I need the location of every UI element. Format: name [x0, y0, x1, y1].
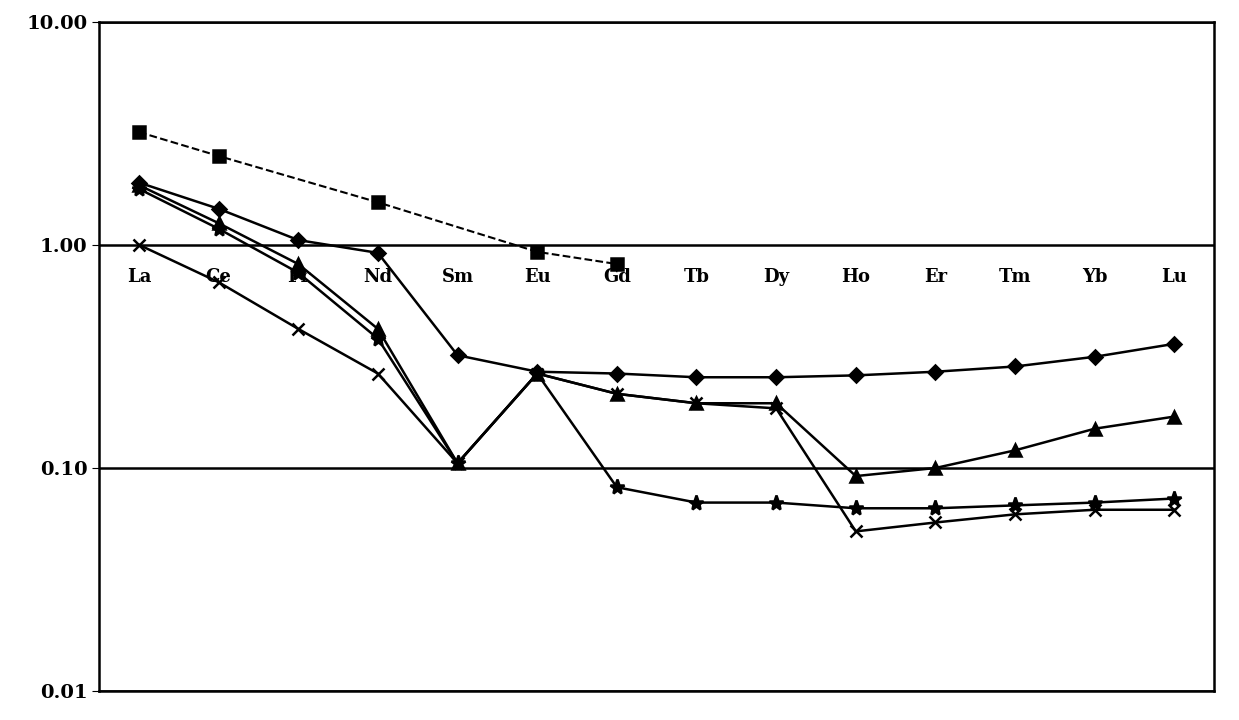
Text: Lu: Lu [1161, 268, 1187, 286]
Text: Eu: Eu [524, 268, 550, 286]
Text: Tb: Tb [684, 268, 710, 286]
Text: Dy: Dy [763, 268, 789, 286]
Text: Sm: Sm [441, 268, 473, 286]
Text: Nd: Nd [363, 268, 393, 286]
Text: Yb: Yb [1082, 268, 1108, 286]
Text: Er: Er [924, 268, 947, 286]
Text: La: La [126, 268, 151, 286]
Text: Gd: Gd [603, 268, 631, 286]
Text: Tm: Tm [999, 268, 1031, 286]
Text: Ce: Ce [206, 268, 232, 286]
Text: Pr: Pr [286, 268, 310, 286]
Text: Ho: Ho [841, 268, 870, 286]
